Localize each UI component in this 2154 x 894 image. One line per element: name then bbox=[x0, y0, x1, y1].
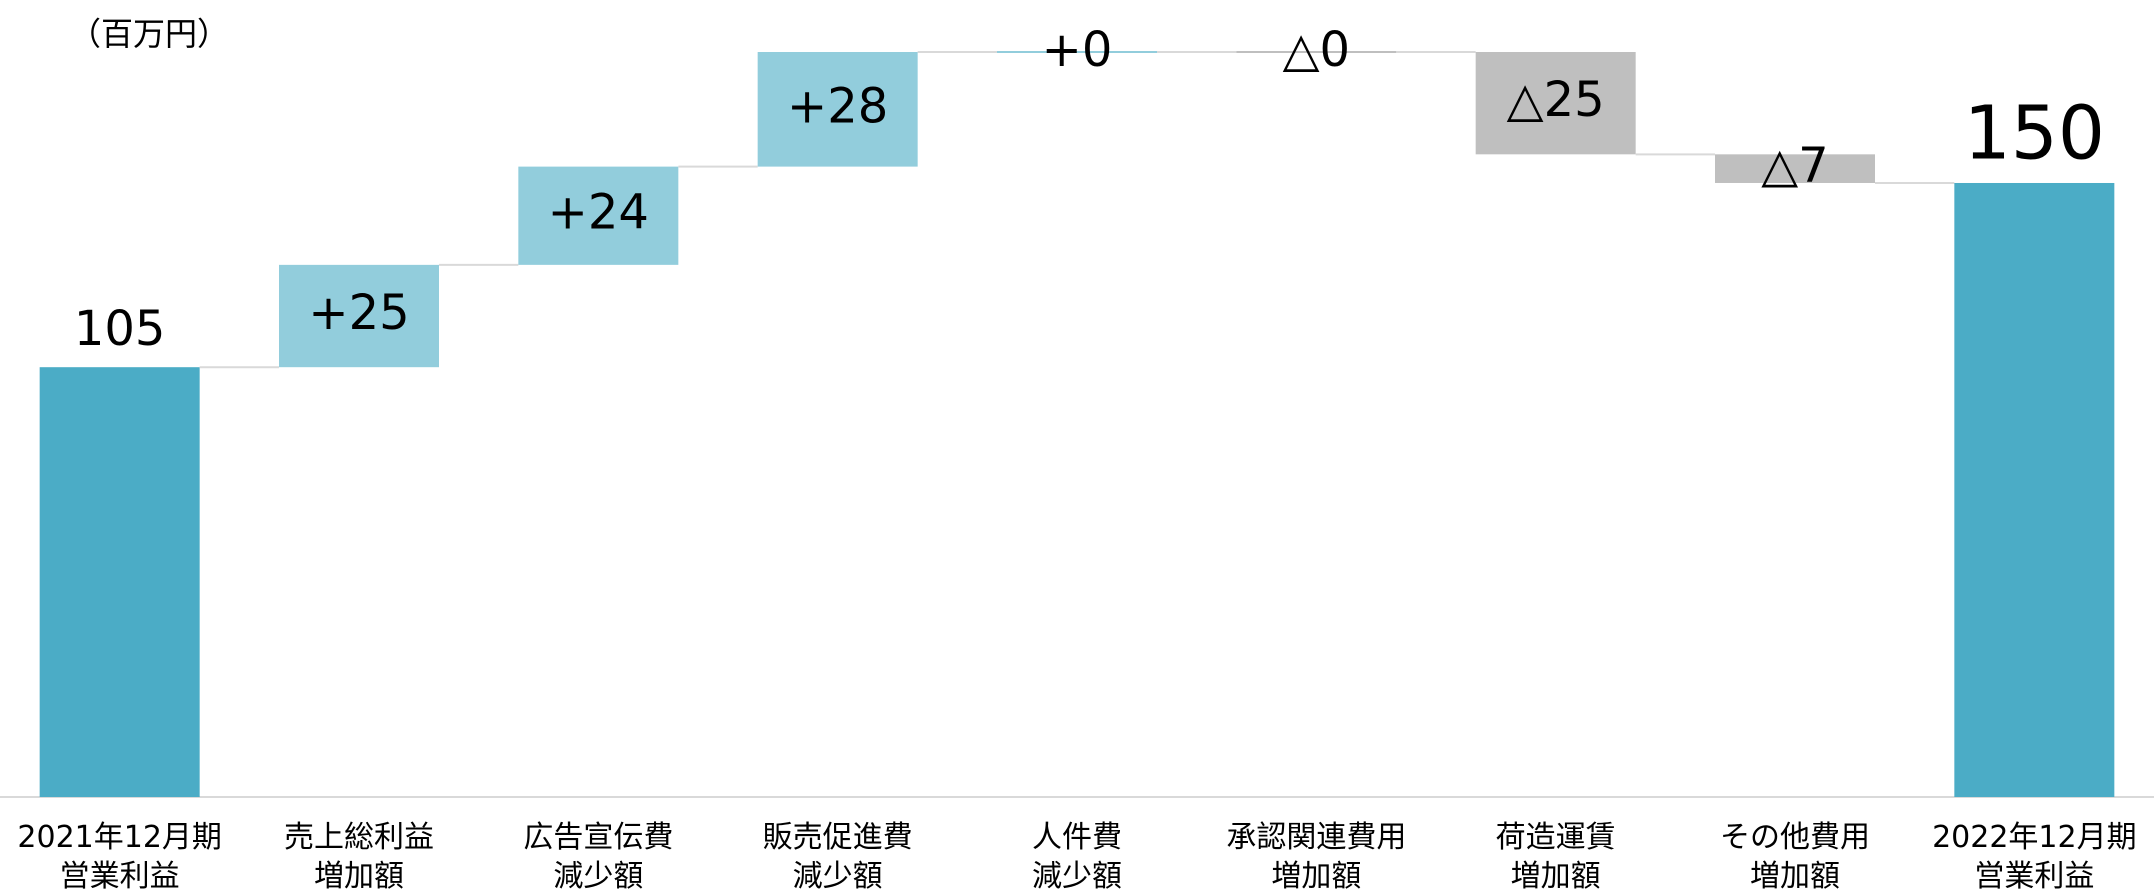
value-label: 105 bbox=[74, 301, 166, 357]
x-tick-line: 増加額 bbox=[314, 859, 404, 894]
bar bbox=[1715, 154, 1875, 183]
bar bbox=[757, 52, 918, 167]
x-tick-line: 人件費 bbox=[1032, 820, 1122, 855]
bar bbox=[39, 367, 200, 797]
x-tick-line: 承認関連費用 bbox=[1226, 820, 1406, 855]
x-tick-label: 広告宣伝費減少額 bbox=[523, 820, 673, 894]
x-tick-line: 減少額 bbox=[553, 859, 643, 894]
x-tick-label: 売上総利益増加額 bbox=[284, 820, 434, 894]
value-label: △0 bbox=[1283, 22, 1350, 78]
x-tick-label: 承認関連費用増加額 bbox=[1226, 820, 1406, 894]
x-tick-label: 2022年12月期営業利益 bbox=[1932, 820, 2137, 894]
x-tick-label: その他費用増加額 bbox=[1720, 820, 1870, 894]
value-label: +25 bbox=[308, 285, 409, 341]
x-tick-line: 広告宣伝費 bbox=[523, 820, 673, 855]
x-tick-line: 減少額 bbox=[1032, 859, 1122, 894]
x-tick-label: 販売促進費減少額 bbox=[763, 820, 913, 894]
x-tick-line: 販売促進費 bbox=[763, 820, 913, 855]
x-tick-line: 減少額 bbox=[793, 859, 883, 894]
value-label: △7 bbox=[1761, 138, 1828, 194]
bar bbox=[518, 166, 679, 265]
bar bbox=[1236, 51, 1397, 53]
x-tick-line: 増加額 bbox=[1511, 859, 1601, 894]
x-tick-line: 2021年12月期 bbox=[17, 820, 222, 855]
x-tick-line: 営業利益 bbox=[60, 859, 180, 894]
unit-label: （百万円） bbox=[69, 15, 229, 53]
x-tick-line: 増加額 bbox=[1271, 859, 1361, 894]
value-label: △25 bbox=[1507, 72, 1605, 128]
x-tick-line: その他費用 bbox=[1720, 820, 1870, 855]
x-tick-line: 営業利益 bbox=[1974, 859, 2094, 894]
x-tick-label: 人件費減少額 bbox=[1032, 820, 1122, 894]
x-tick-label: 2021年12月期営業利益 bbox=[17, 820, 222, 894]
value-label: +28 bbox=[787, 78, 888, 134]
x-tick-line: 2022年12月期 bbox=[1932, 820, 2137, 855]
bar bbox=[1954, 182, 2115, 797]
x-tick-line: 売上総利益 bbox=[284, 820, 434, 855]
value-label: 150 bbox=[1964, 90, 2105, 176]
bar bbox=[1475, 52, 1636, 155]
x-tick-label: 荷造運賃増加額 bbox=[1496, 820, 1616, 894]
x-tick-line: 荷造運賃 bbox=[1496, 820, 1616, 855]
value-label: +0 bbox=[1042, 22, 1113, 78]
x-tick-line: 増加額 bbox=[1750, 859, 1840, 894]
value-label: +24 bbox=[548, 185, 649, 241]
bar bbox=[997, 51, 1157, 53]
bar bbox=[279, 264, 439, 368]
